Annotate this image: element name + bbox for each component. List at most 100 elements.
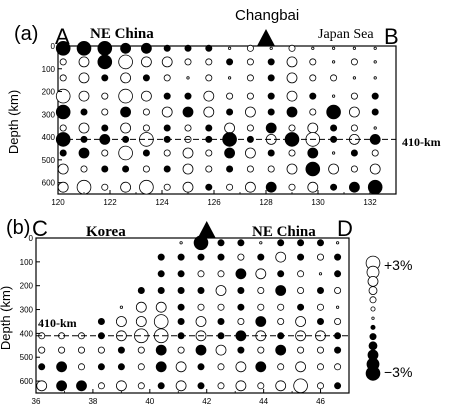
anomaly-point — [257, 303, 265, 311]
anomaly-point — [177, 346, 185, 354]
anomaly-point — [120, 42, 131, 54]
anomaly-point — [101, 149, 109, 157]
anomaly-point — [205, 124, 213, 132]
anomaly-point — [157, 382, 165, 390]
panel-b-ylabel: Depth (km) — [0, 286, 13, 350]
anomaly-point — [101, 165, 109, 173]
anomaly-point — [316, 239, 324, 247]
anomaly-point — [297, 253, 305, 261]
anomaly-point — [177, 286, 185, 294]
anomaly-point — [97, 54, 113, 70]
anomaly-point — [286, 90, 298, 102]
anomaly-point — [135, 316, 147, 327]
anomaly-point — [97, 363, 105, 371]
panel-a-region-right: Japan Sea — [318, 27, 374, 42]
anomaly-point — [116, 380, 127, 392]
anomaly-point — [348, 181, 360, 193]
anomaly-point — [119, 305, 124, 309]
anomaly-point — [224, 122, 236, 134]
anomaly-point — [334, 382, 342, 390]
anomaly-point — [120, 72, 131, 84]
anomaly-point — [217, 239, 225, 247]
x-tick-label: 126 — [207, 198, 221, 207]
legend-scale-circle — [368, 286, 378, 296]
x-tick-label: 120 — [51, 198, 65, 207]
y-tick-label: 400 — [42, 133, 56, 142]
anomaly-point — [217, 270, 225, 278]
panel-b-410-label: 410-km — [38, 316, 77, 330]
volcano-label: Changbai — [235, 7, 299, 24]
anomaly-point — [316, 317, 324, 325]
anomaly-point — [226, 165, 234, 173]
anomaly-point — [335, 241, 340, 245]
anomaly-point — [177, 253, 185, 261]
anomaly-point — [288, 44, 296, 52]
panel-b: 0 100 200 300 400 500 600 36 38 40 42 44 46 (b) C D… — [0, 216, 353, 406]
anomaly-point — [197, 363, 205, 371]
anomaly-point — [297, 286, 305, 294]
anomaly-point — [76, 40, 92, 56]
anomaly-point — [179, 241, 183, 245]
anomaly-point — [163, 149, 171, 157]
legend-scale-circle — [368, 341, 378, 351]
anomaly-point — [205, 183, 213, 191]
panel-a-410-label: 410-km — [402, 135, 441, 149]
anomaly-point — [352, 76, 356, 80]
anomaly-point — [186, 76, 190, 80]
panel-a-end-label: B — [384, 24, 399, 49]
anomaly-point — [286, 163, 298, 175]
legend-scale-circle — [370, 306, 376, 312]
anomaly-point — [277, 270, 285, 278]
anomaly-point — [101, 92, 109, 100]
anomaly-point — [78, 72, 90, 84]
anomaly-point — [58, 346, 66, 354]
anomaly-point — [330, 183, 338, 191]
anomaly-point — [142, 74, 150, 82]
anomaly-point — [38, 346, 46, 354]
y-tick-label: 100 — [20, 258, 34, 267]
anomaly-point — [267, 74, 275, 82]
anomaly-point — [246, 165, 254, 173]
anomaly-point — [352, 46, 356, 50]
panel-b-region-left: Korea — [86, 224, 126, 240]
x-tick-label: 132 — [363, 198, 377, 207]
anomaly-point — [257, 286, 265, 294]
anomaly-point — [297, 346, 305, 354]
legend-marks — [365, 255, 381, 381]
anomaly-point — [318, 272, 323, 276]
anomaly-point — [56, 361, 67, 373]
anomaly-point — [163, 165, 171, 173]
anomaly-point — [217, 253, 225, 261]
panel-a-region-left: NE China — [90, 26, 154, 42]
anomaly-point — [163, 74, 171, 82]
anomaly-point — [297, 270, 305, 278]
anomaly-point — [257, 253, 265, 261]
anomaly-point — [373, 46, 377, 50]
panel-b-start-label: C — [32, 216, 48, 241]
panel-a-x-ticks: 120 122 124 126 128 130 132 — [51, 190, 397, 207]
anomaly-point — [331, 60, 336, 64]
anomaly-point — [97, 317, 105, 325]
anomaly-point — [80, 108, 88, 116]
anomaly-point — [267, 108, 275, 116]
anomaly-point — [334, 317, 342, 325]
anomaly-point — [328, 163, 340, 175]
anomaly-point — [265, 181, 277, 193]
volcano-marker-a — [257, 29, 275, 46]
anomaly-point — [244, 106, 256, 118]
anomaly-point — [307, 122, 319, 134]
anomaly-point — [269, 46, 273, 50]
anomaly-point — [237, 253, 245, 261]
anomaly-point — [117, 346, 125, 354]
anomaly-point — [235, 268, 247, 280]
legend-scale-circle — [367, 275, 379, 287]
anomaly-point — [59, 149, 67, 157]
anomaly-point — [288, 183, 296, 191]
anomaly-point — [293, 378, 308, 394]
anomaly-point — [373, 126, 377, 130]
y-tick-label: 200 — [42, 88, 56, 97]
x-tick-label: 128 — [259, 198, 273, 207]
anomaly-point — [350, 58, 358, 66]
anomaly-point — [309, 74, 317, 82]
anomaly-point — [101, 74, 109, 82]
